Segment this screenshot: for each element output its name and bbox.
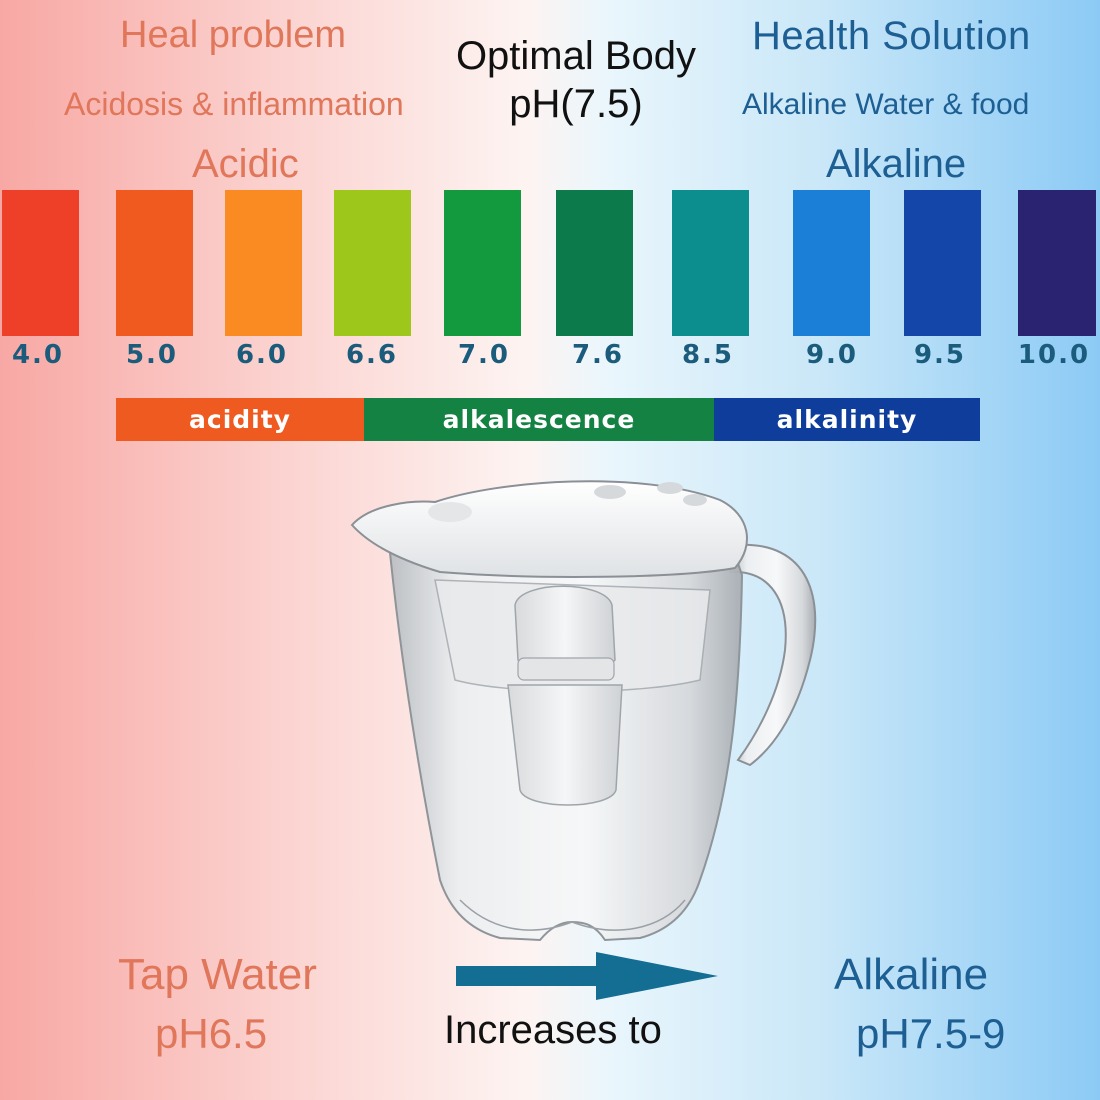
ph-label: 7.6 bbox=[571, 340, 625, 370]
category-acidity: acidity bbox=[116, 398, 364, 441]
ph-bar-9-5 bbox=[904, 190, 981, 336]
ph-label: 6.0 bbox=[235, 340, 289, 370]
alkaline-result-ph: pH7.5-9 bbox=[856, 1010, 1006, 1057]
ph-label: 8.5 bbox=[681, 340, 735, 370]
ph-label: 6.6 bbox=[345, 340, 399, 370]
ph-label: 9.5 bbox=[913, 340, 967, 370]
ph-label: 7.0 bbox=[457, 340, 511, 370]
ph-bar-6-0 bbox=[225, 190, 302, 336]
heal-problem-subtitle: Acidosis & inflammation bbox=[64, 86, 404, 122]
acidic-label: Acidic bbox=[192, 142, 299, 186]
alkaline-result-title: Alkaline bbox=[834, 950, 989, 999]
ph-label: 10.0 bbox=[1017, 340, 1091, 370]
tap-water-ph: pH6.5 bbox=[155, 1010, 268, 1057]
ph-label: 5.0 bbox=[125, 340, 179, 370]
alkaline-label: Alkaline bbox=[826, 142, 967, 186]
increases-to-text: Increases to bbox=[444, 1008, 662, 1052]
arrow-right-icon bbox=[456, 952, 718, 1000]
ph-bar-4-0 bbox=[2, 190, 79, 336]
category-alkalescence: alkalescence bbox=[364, 398, 714, 441]
ph-label: 4.0 bbox=[11, 340, 65, 370]
ph-bar-5-0 bbox=[116, 190, 193, 336]
ph-bar-8-5 bbox=[672, 190, 749, 336]
tap-water-title: Tap Water bbox=[118, 950, 317, 999]
water-pitcher-illustration bbox=[350, 480, 817, 942]
optimal-line2: pH(7.5) bbox=[509, 82, 643, 126]
optimal-ph-heading: Optimal Body pH(7.5) bbox=[440, 32, 712, 128]
ph-bar-7-6 bbox=[556, 190, 633, 336]
ph-label: 9.0 bbox=[805, 340, 859, 370]
health-solution-title: Health Solution bbox=[752, 14, 1031, 58]
ph-bar-10-0 bbox=[1018, 190, 1096, 336]
category-alkalinity: alkalinity bbox=[714, 398, 980, 441]
ph-bar-7-0 bbox=[444, 190, 521, 336]
ph-bar-6-6 bbox=[334, 190, 411, 336]
optimal-line1: Optimal Body bbox=[455, 34, 697, 78]
health-solution-subtitle: Alkaline Water & food bbox=[742, 88, 1030, 121]
heal-problem-title: Heal problem bbox=[120, 14, 346, 56]
ph-bar-9-0 bbox=[793, 190, 870, 336]
